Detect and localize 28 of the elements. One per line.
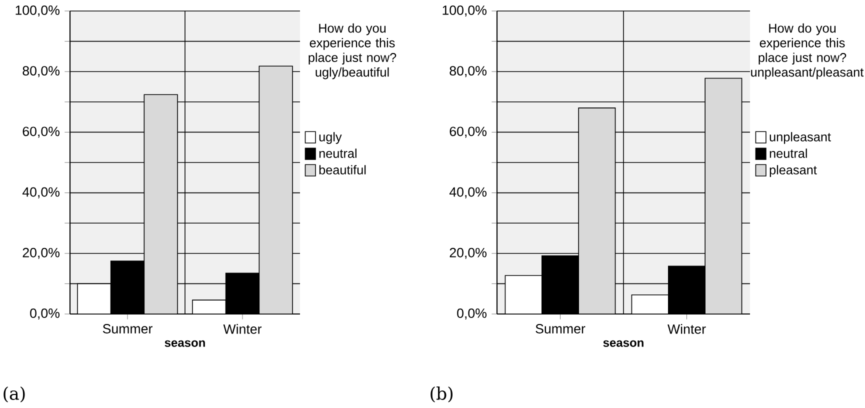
legend-label: neutral — [770, 148, 807, 158]
y-tick-label: 20,0% — [22, 248, 60, 259]
text: (b) — [430, 386, 453, 402]
x-tick-label: Summer — [102, 324, 152, 334]
y-tick-label: 100,0% — [16, 6, 60, 17]
legend-label: unpleasant — [770, 132, 831, 144]
y-tick-label: 60,0% — [450, 126, 486, 138]
legend-label: neutral — [319, 148, 356, 158]
x-tick-label: Winter — [223, 324, 262, 334]
x-axis-title: season — [603, 340, 644, 347]
y-tick-label: 100,0% — [442, 6, 486, 17]
x-tick-label: Winter — [668, 324, 706, 334]
x-tick-label: Summer — [536, 324, 586, 334]
legend-title: How do you experience this place just now? unpleasant/pleasant — [751, 23, 864, 80]
y-tick-label: 60,0% — [22, 126, 60, 138]
y-tick-label: 80,0% — [22, 66, 60, 78]
y-tick-label: 80,0% — [450, 66, 486, 78]
x-axis-title: season — [164, 340, 205, 347]
legend-label: ugly — [319, 132, 342, 144]
legend-title: How do you experience this place just now? ugly/beautiful — [308, 23, 396, 80]
y-tick-label: 0,0% — [457, 308, 486, 320]
y-tick-label: 20,0% — [450, 248, 486, 259]
legend-label: beautiful — [319, 165, 366, 174]
legend-label: pleasant — [770, 165, 817, 177]
y-tick-label: 40,0% — [449, 187, 486, 198]
y-tick-label: 40,0% — [22, 187, 60, 198]
text: (a) — [4, 386, 25, 402]
y-tick-label: 0,0% — [30, 308, 60, 320]
